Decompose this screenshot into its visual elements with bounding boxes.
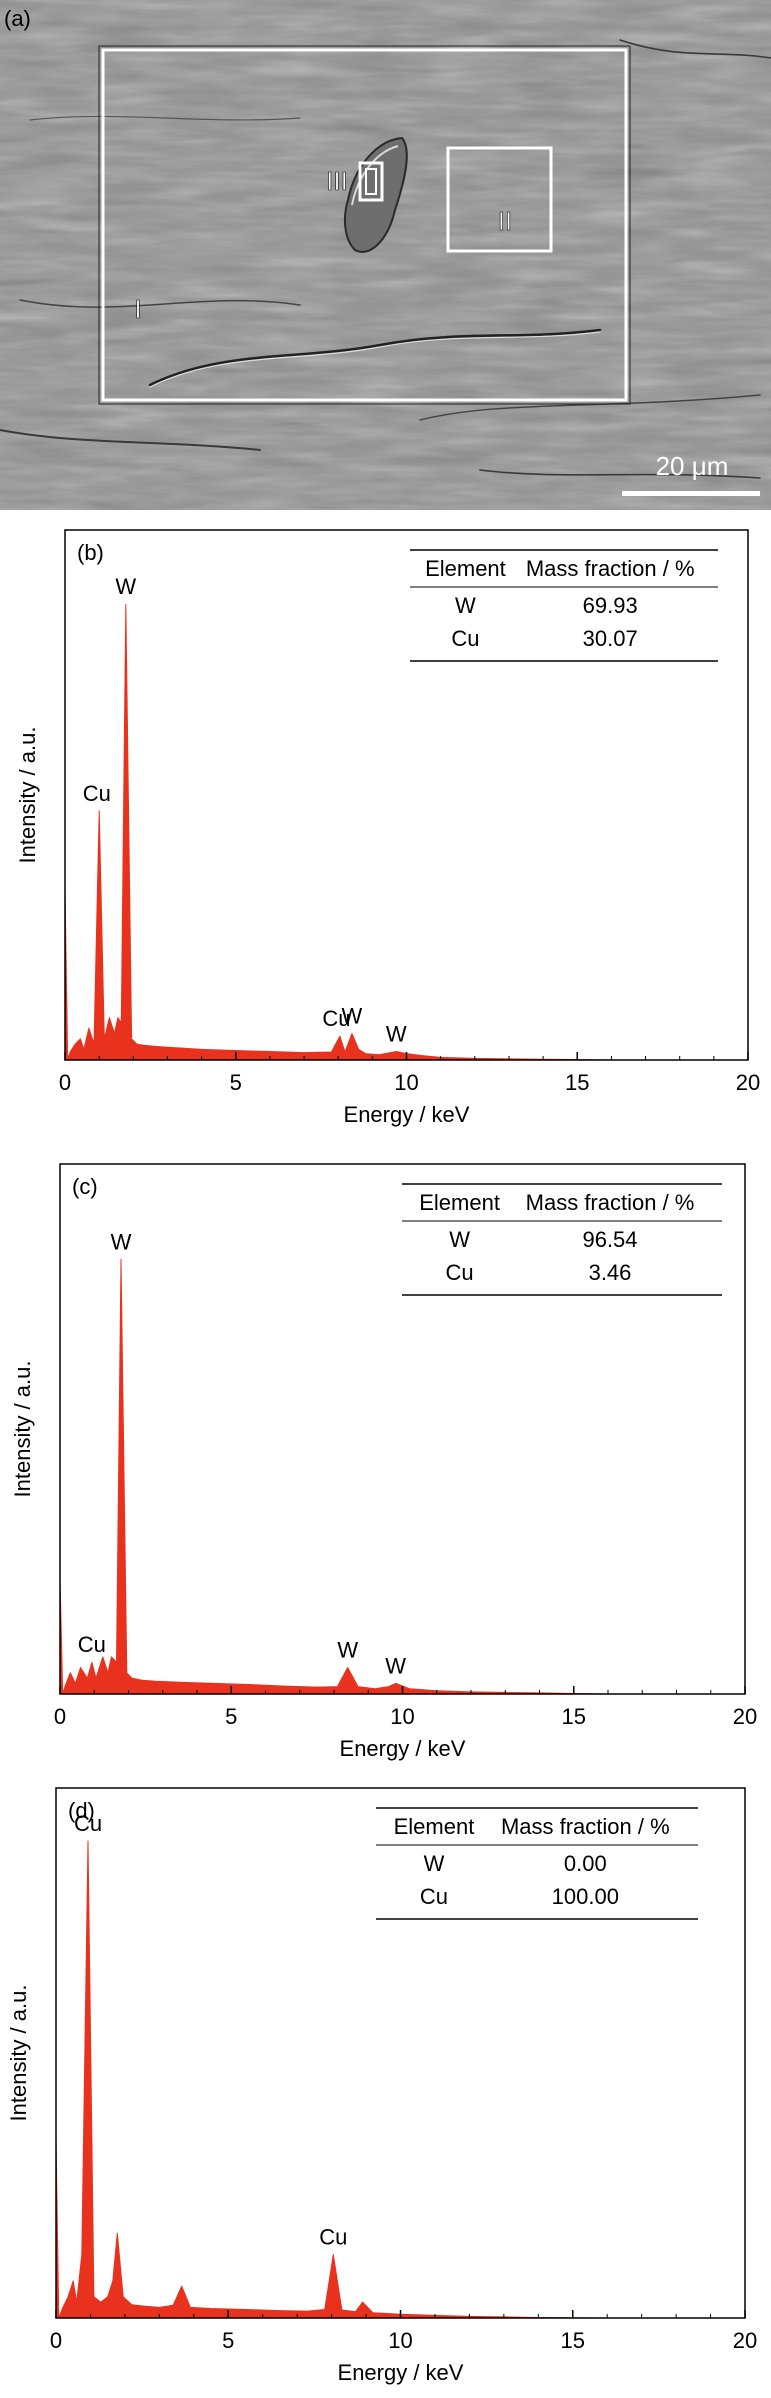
scale-bar [622,491,760,496]
y-axis-label: Intensity / a.u. [6,1985,31,2122]
table-header-element: Element [419,1190,500,1215]
peak-label: W [341,1004,362,1029]
y-axis-label: Intensity / a.u. [15,727,40,864]
table-cell-mass-fraction: 30.07 [583,626,638,651]
panel-label: (d) [68,1798,95,1823]
table-cell-element: W [455,593,476,618]
table-cell-mass-fraction: 96.54 [582,1227,637,1252]
x-axis-label: Energy / keV [338,2360,464,2385]
region-label-i: I [134,294,141,324]
x-axis-label: Energy / keV [344,1102,470,1127]
x-tick-label: 10 [394,1070,418,1095]
region-box-i [101,48,628,402]
region-box-ii [446,146,553,253]
y-axis-label: Intensity / a.u. [10,1361,35,1498]
peak-label: W [385,1653,406,1678]
peak-label: W [115,574,136,599]
spectrum-area [64,603,749,1061]
peak-label: W [111,1229,132,1254]
x-tick-label: 0 [59,1070,71,1095]
table-header-mass-fraction: Mass fraction / % [501,1814,670,1839]
table-header-element: Element [425,556,506,581]
region-label-iii: III [326,166,348,196]
table-header-element: Element [394,1814,475,1839]
peak-label: Cu [78,1632,106,1657]
x-tick-label: 15 [561,2328,585,2353]
spectrum-area [59,1258,746,1695]
table-cell-element: Cu [446,1260,474,1285]
plot-frame [55,1787,746,2319]
x-tick-label: 0 [54,1704,66,1729]
table-cell-element: W [449,1227,470,1252]
table-cell-element: Cu [451,626,479,651]
sem-grain [0,0,771,510]
spectrum-area [55,1840,746,2319]
peak-label: Cu [74,1811,102,1836]
region-label-ii: II [498,206,512,236]
x-tick-label: 20 [733,1704,757,1729]
sem-particle-highlight [351,145,399,206]
x-tick-label: 0 [50,2328,62,2353]
region-box-i-outline [98,45,631,405]
table-header-mass-fraction: Mass fraction / % [526,1190,695,1215]
x-axis-label: Energy / keV [340,1736,466,1761]
table-cell-mass-fraction: 100.00 [552,1884,619,1909]
peak-label: Cu [322,1006,350,1031]
x-tick-label: 5 [222,2328,234,2353]
peak-label: W [337,1638,358,1663]
x-tick-label: 15 [565,1070,589,1095]
table-cell-element: W [424,1851,445,1876]
plot-frame [59,1163,746,1695]
x-tick-label: 5 [230,1070,242,1095]
table-cell-element: Cu [420,1884,448,1909]
table-cell-mass-fraction: 69.93 [583,593,638,618]
panel-label: (c) [72,1174,98,1199]
plot-frame [64,529,749,1061]
sem-features [0,39,771,479]
x-tick-label: 15 [562,1704,586,1729]
peak-label: W [386,1022,407,1047]
sem-panel-label: (a) [4,6,31,31]
sem-micrograph: I II III (a) 20 μm [0,0,771,510]
x-tick-label: 20 [733,2328,757,2353]
region-box-iii [358,161,384,202]
panel-label: (b) [77,540,104,565]
x-tick-label: 10 [388,2328,412,2353]
peak-label: Cu [319,2224,347,2249]
eds-spectrum-c: 0 5 10 15 20 Energy / keV Intensity / a.u. (c) W… [10,1163,757,1761]
x-tick-label: 20 [736,1070,760,1095]
x-tick-label: 10 [390,1704,414,1729]
region-box-iii-inner [365,168,377,195]
table-header-mass-fraction: Mass fraction / % [526,556,695,581]
peak-label: Cu [83,781,111,806]
x-tick-label: 5 [225,1704,237,1729]
scale-bar-label: 20 μm [656,451,729,481]
table-cell-mass-fraction: 0.00 [564,1851,607,1876]
eds-spectrum-b: 0 5 10 15 20 Energy / keV Intensity / a.u. (b) W… [15,529,760,1127]
table-cell-mass-fraction: 3.46 [589,1260,632,1285]
